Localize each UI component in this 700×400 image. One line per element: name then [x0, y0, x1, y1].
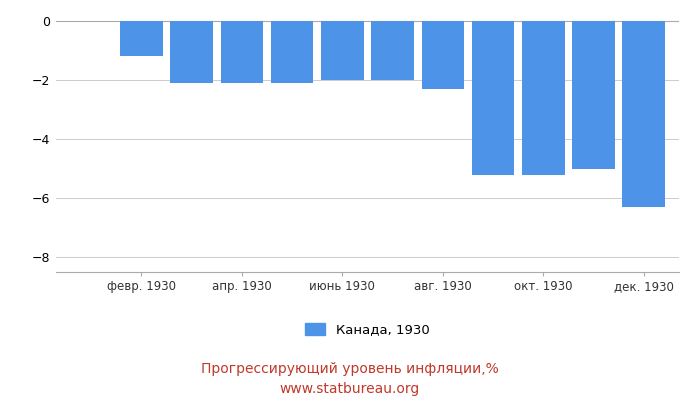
Bar — [572, 21, 615, 168]
Bar — [120, 21, 163, 56]
Bar — [170, 21, 213, 83]
Bar — [271, 21, 314, 83]
Bar — [220, 21, 263, 83]
Bar — [472, 21, 514, 174]
Bar — [421, 21, 464, 89]
Bar — [371, 21, 414, 80]
Bar — [622, 21, 665, 207]
Bar — [321, 21, 364, 80]
Bar — [522, 21, 565, 174]
Legend: Канада, 1930: Канада, 1930 — [305, 323, 430, 336]
Text: Прогрессирующий уровень инфляции,%
www.statbureau.org: Прогрессирующий уровень инфляции,% www.s… — [201, 362, 499, 396]
